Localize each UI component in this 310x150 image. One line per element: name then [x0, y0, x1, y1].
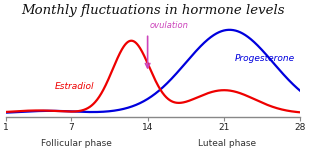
Text: Estradiol: Estradiol [55, 82, 94, 91]
Text: Progesterone: Progesterone [235, 54, 295, 63]
Text: Luteal phase: Luteal phase [198, 139, 256, 148]
Text: ovulation: ovulation [150, 21, 189, 30]
Title: Monthly fluctuations in hormone levels: Monthly fluctuations in hormone levels [21, 4, 285, 17]
Text: Follicular phase: Follicular phase [41, 139, 112, 148]
